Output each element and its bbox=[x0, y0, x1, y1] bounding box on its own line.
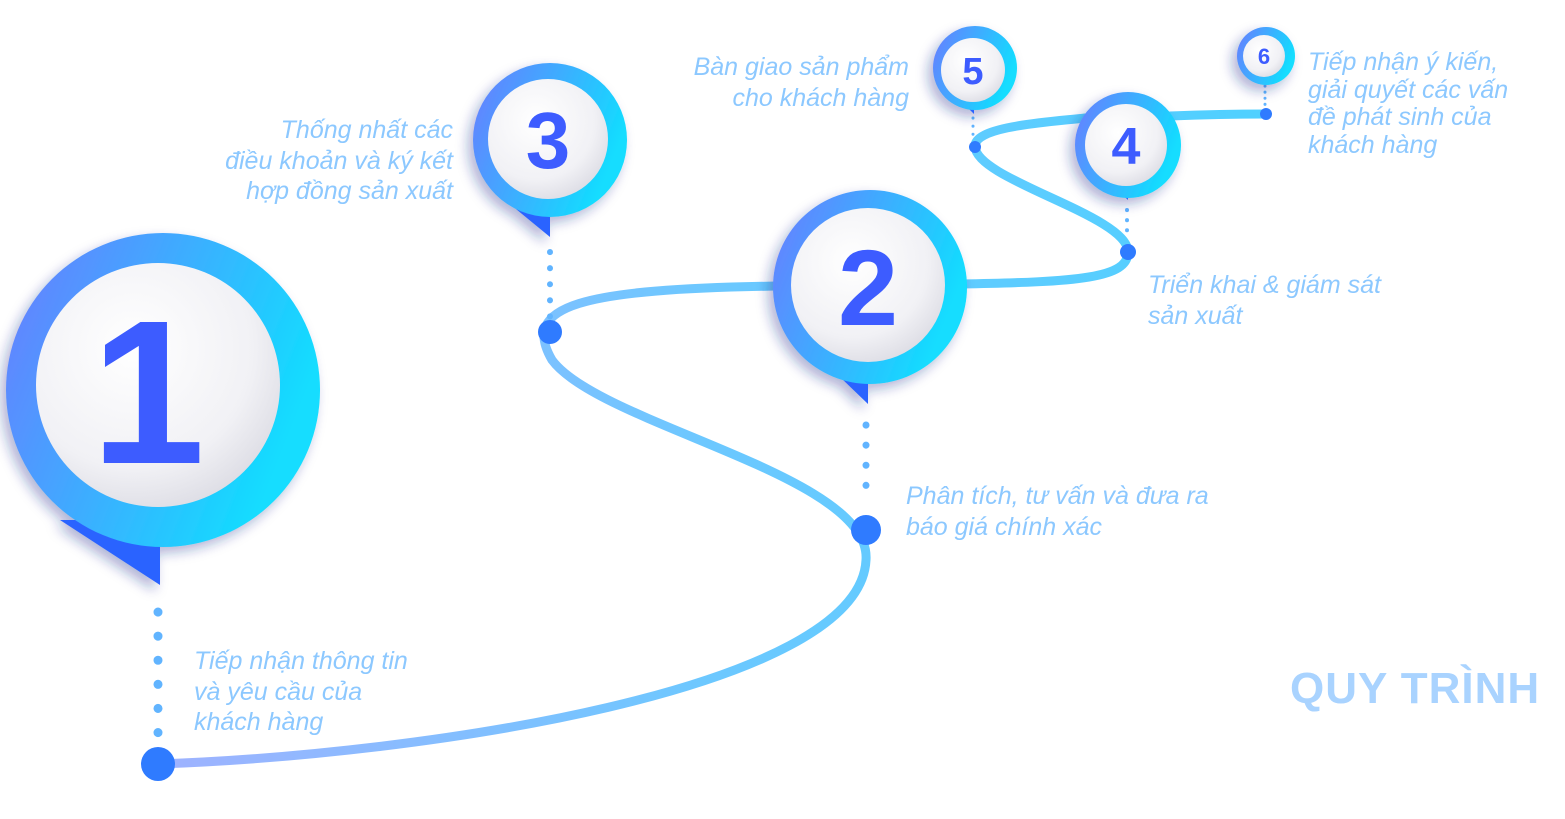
step-1-line-3: khách hàng bbox=[194, 708, 324, 736]
leader-lines bbox=[153, 84, 1267, 745]
step-3-line-1: Thống nhất các bbox=[280, 116, 453, 144]
step-2-line-1: Phân tích, tư vấn và đưa ra bbox=[906, 482, 1209, 510]
dot-1 bbox=[141, 747, 175, 781]
marker-3: 3 bbox=[473, 63, 627, 237]
dot-3 bbox=[538, 320, 562, 344]
marker-2: 2 bbox=[773, 190, 967, 404]
diagram-title: QUY TRÌNH bbox=[1290, 664, 1541, 713]
marker-5-number: 5 bbox=[962, 51, 983, 93]
step-2-line-2: báo giá chính xác bbox=[906, 512, 1102, 541]
step-4-line-2: sản xuất bbox=[1148, 301, 1243, 330]
step-1-line-2: và yêu cầu của bbox=[194, 677, 363, 706]
marker-5: 5 bbox=[933, 26, 1017, 114]
marker-4: 4 bbox=[1075, 92, 1181, 200]
step-5-line-1: Bàn giao sản phẩm bbox=[693, 53, 909, 81]
step-5-label: Bàn giao sản phẩm cho khách hàng bbox=[694, 52, 909, 113]
step-6-line-4: khách hàng bbox=[1308, 130, 1438, 159]
step-5-line-2: cho khách hàng bbox=[732, 83, 909, 112]
step-6-label: Tiếp nhận ý kiến, giải quyết các vấn đề … bbox=[1308, 48, 1509, 159]
marker-6-number: 6 bbox=[1258, 44, 1270, 69]
dot-6 bbox=[1260, 108, 1272, 120]
dot-2 bbox=[851, 515, 881, 545]
step-6-line-1: Tiếp nhận ý kiến, bbox=[1308, 48, 1499, 76]
step-1-line-1: Tiếp nhận thông tin bbox=[194, 647, 408, 675]
step-4-label: Triển khai & giám sát sản xuất bbox=[1148, 270, 1381, 331]
step-2-label: Phân tích, tư vấn và đưa ra báo giá chín… bbox=[906, 481, 1209, 542]
marker-2-number: 2 bbox=[838, 227, 898, 348]
path-dots bbox=[141, 108, 1272, 781]
marker-1: 1 bbox=[6, 233, 320, 585]
marker-1-number: 1 bbox=[91, 278, 205, 507]
step-4-line-1: Triển khai & giám sát bbox=[1148, 271, 1381, 299]
step-6-line-2: giải quyết các vấn bbox=[1308, 75, 1509, 104]
step-3-label: Thống nhất các điều khoản và ký kết hợp … bbox=[225, 115, 453, 207]
step-3-line-3: hợp đồng sản xuất bbox=[246, 177, 453, 205]
step-1-label: Tiếp nhận thông tin và yêu cầu của khách… bbox=[194, 646, 408, 738]
step-6-line-3: đề phát sinh của bbox=[1308, 103, 1492, 131]
marker-4-number: 4 bbox=[1112, 118, 1141, 176]
step-3-line-2: điều khoản và ký kết bbox=[225, 146, 453, 175]
marker-6: 6 bbox=[1237, 27, 1295, 85]
dot-5 bbox=[969, 141, 981, 153]
marker-3-number: 3 bbox=[526, 96, 571, 185]
dot-4 bbox=[1120, 244, 1136, 260]
